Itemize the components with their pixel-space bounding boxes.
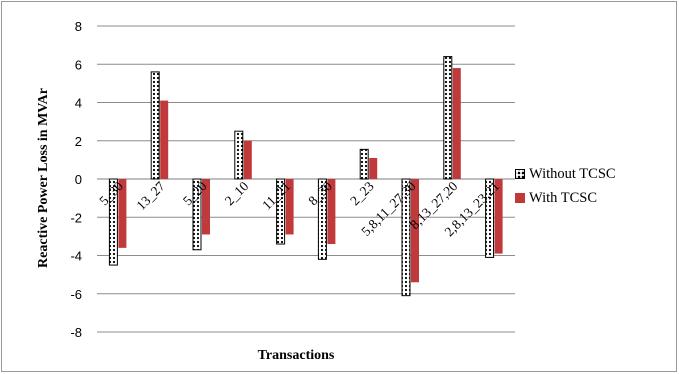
legend-item-with-tcsc: With TCSC [515, 186, 616, 210]
x-category-label: 13_27 [133, 178, 168, 213]
bar-with-tcsc [369, 157, 378, 179]
y-tick-label: -8 [70, 325, 82, 340]
bar-without-tcsc [317, 178, 327, 260]
bar-with-tcsc [160, 100, 169, 179]
bar-without-tcsc [108, 178, 118, 266]
y-tick-label: 6 [75, 57, 82, 72]
category-labels: 5_30 13_27 5_20 2_10 11_21 8_30 2_235,8,11_27,… [96, 178, 502, 239]
legend-item-without-tcsc: Without TCSC [515, 162, 616, 186]
y-tick-label: 0 [75, 172, 82, 187]
y-tick-label: -6 [70, 287, 82, 302]
bars [108, 56, 503, 297]
bar-with-tcsc [243, 140, 252, 179]
bar-without-tcsc [443, 56, 453, 180]
y-tick-label: -2 [70, 210, 82, 225]
bar-without-tcsc [150, 71, 160, 180]
bar-with-tcsc [452, 68, 461, 179]
y-tick-label: 4 [75, 96, 82, 111]
bar-with-tcsc [327, 179, 336, 245]
y-tick-label: -4 [70, 249, 82, 264]
bar-without-tcsc [276, 178, 286, 245]
legend-swatch-without-tcsc [515, 169, 525, 179]
bar-without-tcsc [485, 178, 495, 258]
y-tick-label: 2 [75, 134, 82, 149]
legend-swatch-with-tcsc [515, 193, 525, 203]
y-axis-title: Reactive Power Loss in MVAr [36, 88, 51, 268]
bar-without-tcsc [234, 130, 244, 180]
bar-with-tcsc [285, 179, 294, 235]
x-axis-title: Transactions [258, 348, 335, 363]
y-tick-label: 8 [75, 19, 82, 34]
legend: Without TCSC With TCSC [515, 162, 616, 210]
bar-with-tcsc [118, 179, 127, 248]
legend-label-without-tcsc: Without TCSC [529, 165, 616, 182]
y-tick-labels: 8 6 4 2 0 -2 -4 -6 -8 [70, 19, 82, 340]
bar-without-tcsc [192, 178, 202, 251]
bar-without-tcsc [359, 148, 369, 180]
x-category-label: 2_10 [222, 178, 252, 208]
x-category-label: 2_23 [347, 178, 377, 208]
bar-with-tcsc [494, 179, 503, 254]
legend-label-with-tcsc: With TCSC [529, 189, 598, 206]
bar-with-tcsc [202, 179, 210, 235]
bar-with-tcsc [411, 179, 419, 283]
bar-without-tcsc [401, 178, 411, 297]
